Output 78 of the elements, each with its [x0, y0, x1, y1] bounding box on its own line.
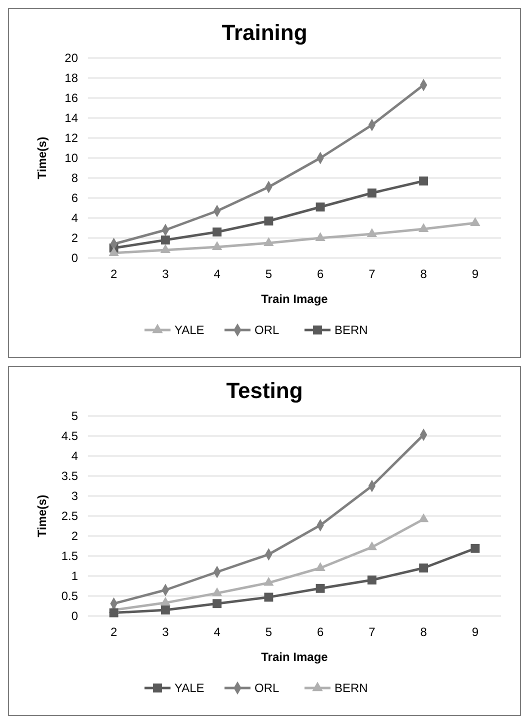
- x-tick-label: 8: [420, 267, 428, 281]
- x-tick-label: 8: [420, 625, 428, 639]
- y-tick-label: 2.5: [61, 509, 78, 524]
- x-tick-label: 7: [368, 267, 376, 281]
- x-tick-label: 5: [265, 625, 272, 639]
- y-axis-title: Time(s): [35, 136, 49, 180]
- x-tick-label: 6: [316, 625, 324, 639]
- y-tick-label: 1: [71, 569, 78, 584]
- y-tick-label: 0: [71, 251, 78, 266]
- x-axis-title: Train Image: [261, 292, 328, 306]
- legend-label: BERN: [334, 323, 368, 338]
- y-tick-label: 3.5: [61, 469, 78, 484]
- x-tick-label: 7: [368, 625, 376, 639]
- x-tick-label: 2: [110, 625, 118, 639]
- y-tick-label: 20: [64, 51, 78, 66]
- x-tick-label: 9: [472, 267, 479, 281]
- point: [470, 217, 480, 226]
- y-tick-label: 2: [71, 529, 78, 544]
- point: [418, 223, 429, 232]
- y-tick-label: 5: [71, 409, 78, 424]
- point: [316, 202, 325, 212]
- point: [160, 606, 170, 614]
- y-tick-label: 16: [64, 91, 78, 106]
- point: [212, 241, 222, 250]
- point: [109, 608, 118, 618]
- y-tick-label: 8: [71, 171, 78, 186]
- point: [419, 564, 428, 572]
- y-tick-label: 0: [71, 609, 78, 624]
- point: [315, 232, 326, 241]
- chart-title: Testing: [226, 378, 303, 403]
- x-axis-title: Train Image: [261, 650, 328, 664]
- point: [315, 562, 326, 571]
- x-tick-label: 3: [162, 267, 170, 281]
- y-tick-label: 4: [71, 211, 78, 226]
- y-tick-label: 2: [71, 231, 78, 246]
- x-tick-label: 4: [214, 267, 221, 281]
- y-tick-label: 12: [64, 131, 78, 146]
- legend-label: ORL: [254, 681, 280, 696]
- y-tick-label: 4: [71, 449, 78, 464]
- point: [366, 228, 378, 237]
- point: [160, 596, 171, 606]
- x-tick-label: 5: [265, 267, 272, 281]
- legend-label: ORL: [254, 323, 280, 338]
- point: [212, 599, 222, 608]
- point: [160, 244, 171, 253]
- point: [264, 216, 274, 226]
- y-tick-label: 14: [64, 111, 78, 126]
- point: [264, 576, 274, 586]
- legend-label: YALE: [174, 681, 204, 696]
- point: [470, 544, 480, 553]
- y-axis-title: Time(s): [35, 494, 49, 538]
- x-tick-label: 4: [214, 625, 221, 639]
- x-tick-label: 3: [162, 625, 170, 639]
- y-tick-label: 18: [64, 71, 78, 86]
- point: [418, 513, 429, 522]
- y-tick-label: 4.5: [61, 429, 78, 444]
- y-tick-label: 6: [71, 191, 78, 206]
- x-tick-label: 2: [110, 267, 118, 281]
- point: [367, 188, 376, 198]
- y-tick-label: 1.5: [61, 549, 78, 564]
- point: [264, 592, 274, 602]
- point: [419, 176, 428, 186]
- y-tick-label: 3: [71, 489, 78, 504]
- chart-title: Training: [222, 20, 308, 45]
- x-tick-label: 9: [472, 625, 479, 639]
- point: [160, 236, 170, 244]
- point: [366, 541, 378, 550]
- point: [367, 576, 376, 584]
- y-tick-label: 0.5: [61, 589, 78, 604]
- y-tick-label: 10: [64, 151, 78, 166]
- point: [108, 247, 119, 256]
- x-tick-label: 6: [316, 267, 324, 281]
- point: [316, 584, 325, 593]
- point: [212, 228, 222, 236]
- legend-label: BERN: [334, 681, 368, 696]
- point: [264, 237, 274, 246]
- legend-label: YALE: [174, 323, 204, 338]
- point: [212, 587, 222, 596]
